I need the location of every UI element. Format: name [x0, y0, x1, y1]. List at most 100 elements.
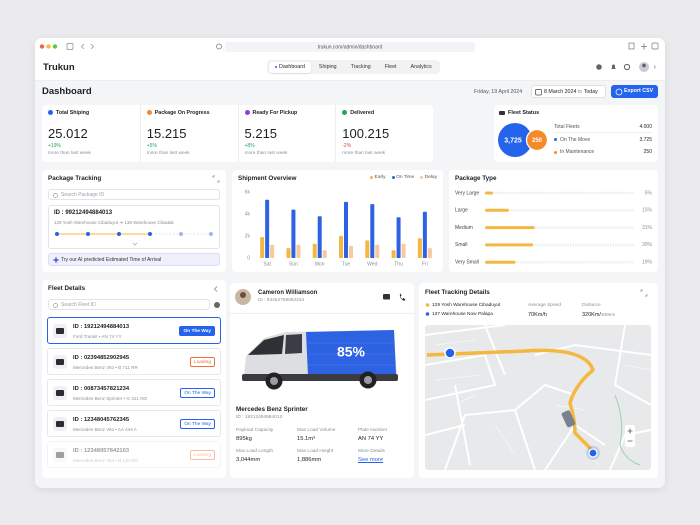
date-range-button[interactable]: 8 March 2024 to Today [531, 85, 606, 98]
nav-label: Analytics [410, 64, 432, 70]
bar [296, 244, 301, 258]
nav-tab[interactable]: Analytics [405, 62, 438, 73]
bar [396, 217, 401, 258]
nav-tab[interactable]: Shiping [313, 62, 343, 73]
range-start: 8 March 2024 [544, 89, 577, 95]
load-percentage: 85% [337, 344, 366, 360]
fleet-avatar-icon [56, 452, 64, 458]
stat-note: more than last week [146, 151, 190, 156]
stat-change: +19% [48, 143, 61, 149]
bell-icon[interactable] [611, 64, 616, 70]
fleet-item[interactable]: ID : 12348957842103 Mercedes Benz Vito • … [47, 441, 221, 468]
package-search[interactable]: Search Package ID [48, 189, 220, 200]
legend-item[interactable]: On Time [391, 175, 414, 180]
value-label: 19% [642, 260, 653, 266]
tabs-icon[interactable] [651, 42, 659, 50]
nav-tab[interactable]: Dashboard [269, 61, 311, 73]
bar [270, 244, 275, 258]
package-type-card: Package Type Very Large 5% Large 15% Medium 3… [449, 170, 658, 272]
legend-swatch [420, 176, 424, 179]
fleet-search[interactable]: Search Fleet ID [48, 299, 210, 310]
nav-tab[interactable]: Tracking [345, 62, 377, 73]
x-tick-label: Mon [315, 261, 325, 267]
ai-text: Try our AI predicted Estimated Time of A… [61, 257, 162, 263]
fleet-avatar [53, 324, 67, 338]
maximize-dot[interactable] [52, 44, 58, 49]
fleet-status-card: Fleet Status 3,725 250 Total Fleets 4.000… [494, 105, 658, 162]
browser-bar: trukun.com/admin/dashboard [35, 38, 665, 57]
settings-icon[interactable] [623, 63, 631, 71]
stat-icon [342, 110, 348, 115]
distance-label: Distance [582, 303, 601, 308]
help-icon[interactable] [596, 64, 602, 70]
new-tab-icon[interactable] [641, 43, 647, 50]
minimize-dot[interactable] [46, 44, 51, 49]
map[interactable] [425, 325, 651, 470]
vehicle-model: Mercedes Benz Sprinter [236, 406, 308, 413]
bar [485, 191, 493, 195]
export-button[interactable]: Export CSV [611, 85, 658, 98]
fleet-avatar-icon [56, 328, 64, 334]
nav-label: Shiping [318, 64, 337, 70]
fleet-id: ID : 02394852902945 [73, 355, 130, 361]
stat-icon [48, 110, 53, 115]
bar [401, 243, 406, 258]
avatar-chevron[interactable] [653, 65, 656, 69]
share-icon[interactable] [628, 42, 635, 50]
y-tick-label: 0 [247, 255, 250, 261]
category-label: Very Small [455, 260, 479, 266]
nav-arrows[interactable] [80, 43, 95, 50]
legend-item[interactable]: Delay [420, 175, 437, 180]
call-icon[interactable] [399, 293, 406, 302]
legend-item[interactable]: Early [370, 175, 386, 180]
fleet-item[interactable]: ID : 00873457821234 Mercedes Benz Sprinte… [47, 379, 221, 406]
expand-icon[interactable] [212, 175, 220, 183]
shipment-overview-card: Shipment Overview Early On Time Delay 0 2k 4… [232, 170, 443, 272]
distance-value: 320Km/300Km [582, 312, 615, 318]
legend-swatch [370, 176, 374, 179]
zoom-control[interactable] [625, 425, 635, 447]
bar [322, 250, 327, 258]
sidebar-icon[interactable] [66, 43, 74, 50]
collapse-icon[interactable] [212, 285, 220, 293]
chat-icon[interactable] [383, 294, 390, 300]
nav-label: Fleet [384, 64, 397, 70]
nav-label: Dashboard [279, 64, 305, 70]
spec-value[interactable]: See more [358, 457, 384, 463]
logo[interactable]: Trukun [43, 62, 75, 73]
stat-value: 5.215 [244, 126, 278, 141]
stat-label: Delivered [350, 109, 375, 116]
nav-tab[interactable]: Fleet [379, 62, 403, 73]
spec-value: 15.1m³ [297, 436, 316, 442]
card-title: Fleet Tracking Details [425, 289, 490, 296]
fleet-item[interactable]: ID : 12348045762345 Mercedes Benz Vito • … [47, 410, 221, 437]
stat-value: 15.215 [146, 126, 187, 141]
route-from: 129 Yosh Warehouse Cibaduyut [54, 220, 119, 225]
url-bar[interactable] [225, 42, 475, 52]
truck-marker[interactable] [561, 410, 576, 428]
package-box[interactable]: ID : 99212494884013 129 Yosh Warehouse C… [48, 205, 220, 249]
ai-banner[interactable]: Try our AI predicted Estimated Time of A… [48, 253, 220, 266]
stat-change: -2% [342, 143, 352, 149]
fleet-vehicle: Mercedes Benz Vito • B 110 NO [73, 458, 139, 463]
bar [375, 244, 380, 258]
filter-icon[interactable] [213, 301, 221, 309]
search-placeholder: Search Fleet ID [61, 302, 96, 308]
fleet-item[interactable]: ID : 02394852902945 Mercedes Benz Vito • … [47, 348, 221, 375]
value-label: 5% [645, 190, 653, 196]
status-badge: Loading [189, 357, 215, 367]
category-label: Large [455, 208, 468, 214]
destination-marker[interactable] [588, 448, 598, 458]
stat-card: Total Shiping 25.012 +19% more than last we… [42, 105, 140, 162]
origin-marker[interactable] [444, 347, 456, 359]
stat-note: more than last week [244, 151, 288, 156]
status-divider [554, 131, 652, 133]
expand-icon[interactable] [640, 289, 648, 297]
ai-icon [52, 256, 60, 264]
range-separator: to [577, 89, 583, 95]
close-dot[interactable] [39, 44, 45, 49]
app-header: Trukun Dashboard Shiping Tracking Fleet Anal… [35, 56, 665, 81]
vehicle-card: Cameron Williamson ID : 83462758062234 8… [230, 283, 414, 478]
fleet-item[interactable]: ID : 19212494884013 Ford Transit • AN 74 … [47, 317, 221, 344]
